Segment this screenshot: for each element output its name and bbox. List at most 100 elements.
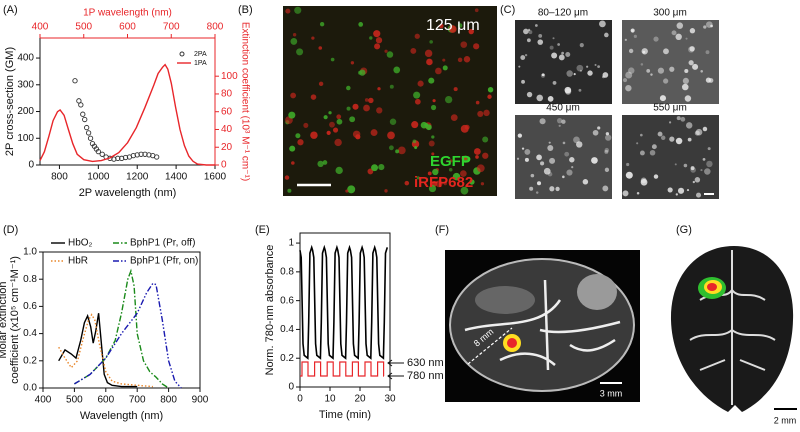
cell	[599, 20, 606, 28]
cell	[597, 65, 600, 69]
cell	[424, 123, 429, 127]
cell	[526, 38, 531, 43]
vessel	[464, 279, 621, 371]
y-tick-label: 0.2	[23, 355, 37, 366]
x-tick-label: 20	[354, 394, 366, 405]
cell	[439, 23, 444, 29]
cell	[628, 48, 634, 54]
cell	[605, 134, 612, 141]
cell	[322, 160, 328, 165]
cell	[521, 147, 525, 150]
cell	[323, 115, 328, 120]
cell	[543, 167, 551, 175]
cell	[389, 118, 397, 126]
x-tick-label: 700	[129, 395, 146, 406]
cell	[692, 180, 696, 184]
cell	[548, 141, 551, 144]
cell	[431, 135, 435, 139]
cell	[552, 37, 555, 40]
y2-tick-label: 40	[221, 124, 233, 135]
annotation: 780 nm	[407, 370, 444, 382]
cell	[363, 104, 370, 112]
cell	[520, 55, 526, 60]
cell	[604, 167, 610, 172]
cell	[696, 192, 702, 198]
cell	[516, 157, 520, 160]
cell	[378, 163, 385, 171]
data-line	[58, 313, 138, 388]
tile-label: 80–120 μm	[538, 8, 588, 19]
cell	[538, 33, 543, 38]
signal-blob	[707, 283, 717, 291]
x-tick-label: 0	[297, 394, 303, 405]
cell	[551, 52, 558, 59]
cell	[689, 28, 696, 34]
cell	[579, 69, 582, 72]
panel-label: (C)	[500, 4, 515, 16]
cell	[557, 43, 560, 46]
data-point	[134, 152, 140, 158]
cell	[633, 34, 637, 38]
cell	[424, 49, 433, 58]
cell	[636, 142, 639, 145]
cell	[625, 84, 632, 92]
cell	[443, 181, 447, 186]
cell	[703, 25, 707, 29]
cell	[473, 43, 480, 50]
cell	[336, 114, 342, 120]
x-tick-label: 1000	[87, 172, 110, 183]
data-line	[74, 268, 169, 389]
y-tick-label: 0.6	[280, 295, 294, 306]
cell	[651, 144, 657, 150]
plot-frame	[39, 37, 216, 166]
cell	[686, 189, 690, 192]
cell	[604, 147, 610, 153]
panel-label: (F)	[435, 224, 449, 236]
y-tick-label: 1	[288, 238, 294, 249]
cell	[428, 184, 437, 193]
scale-label: 2 mm	[774, 415, 797, 425]
cell	[529, 186, 534, 191]
illumination-schedule	[300, 361, 385, 377]
x-tick-label: 1200	[126, 172, 149, 183]
cell	[681, 83, 689, 91]
cell	[526, 91, 533, 98]
cell	[290, 92, 297, 99]
cell	[561, 119, 566, 124]
cell	[292, 33, 297, 37]
cell	[597, 126, 601, 130]
cell	[414, 98, 421, 105]
y2-tick-label: 20	[221, 142, 233, 153]
x-tick-label: 30	[384, 394, 396, 405]
cell	[431, 152, 435, 156]
y-tick-label: 0.2	[280, 353, 294, 364]
x-axis-label: Time (min)	[319, 409, 371, 421]
cell	[290, 38, 298, 45]
cell	[640, 133, 643, 137]
cell	[310, 131, 318, 139]
data-point	[99, 151, 105, 157]
cell	[684, 68, 689, 74]
data-point	[115, 155, 121, 161]
cell	[430, 104, 437, 111]
cell	[284, 175, 290, 180]
cell	[523, 28, 529, 35]
tile-label: 300 μm	[653, 8, 687, 19]
cell	[683, 163, 688, 168]
cell	[705, 77, 712, 83]
cell	[480, 182, 485, 186]
cell	[374, 43, 381, 50]
scale-label: 3 mm	[600, 388, 623, 398]
cell	[547, 145, 554, 152]
cell	[552, 81, 557, 85]
cell	[657, 131, 663, 137]
cell	[368, 97, 374, 104]
cell	[671, 30, 677, 36]
cell	[318, 46, 323, 50]
cell	[636, 191, 640, 195]
cell	[468, 28, 474, 35]
data-line	[58, 313, 153, 388]
cell	[291, 161, 295, 165]
cell	[653, 174, 659, 179]
x-tick-label: 500	[66, 395, 83, 406]
